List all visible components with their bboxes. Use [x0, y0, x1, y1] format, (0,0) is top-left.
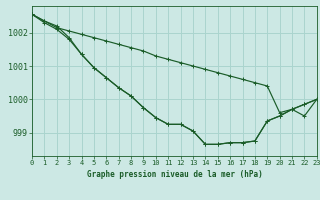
X-axis label: Graphe pression niveau de la mer (hPa): Graphe pression niveau de la mer (hPa) [86, 170, 262, 179]
